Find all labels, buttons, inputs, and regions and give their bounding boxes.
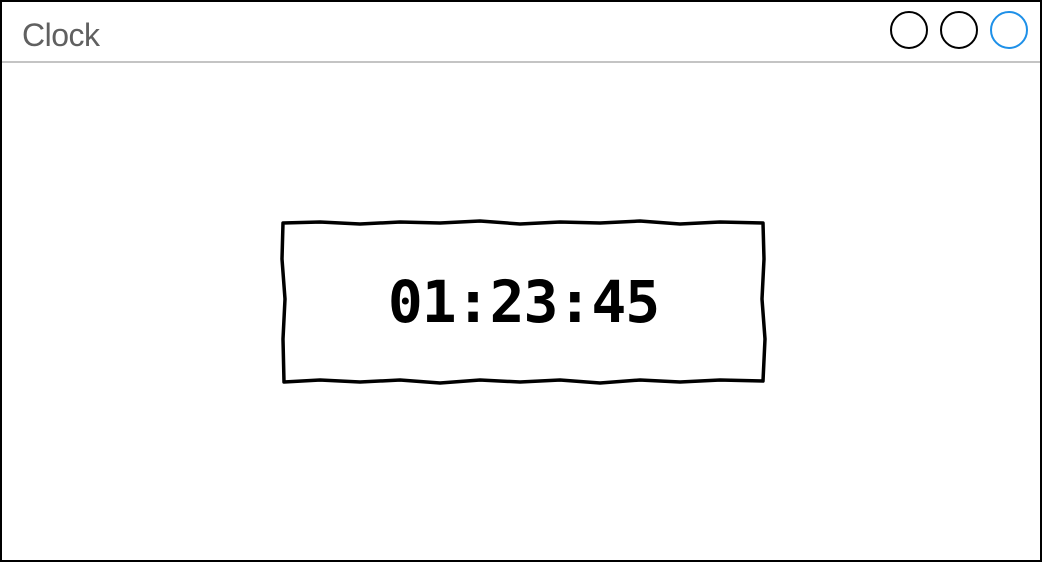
clock-display: 01:23:45 <box>280 219 767 385</box>
minimize-button[interactable] <box>890 11 928 49</box>
maximize-button[interactable] <box>940 11 978 49</box>
close-button[interactable] <box>990 11 1028 49</box>
main-content: 01:23:45 <box>2 63 1040 560</box>
title-bar: Clock <box>2 2 1040 63</box>
window-title: Clock <box>22 17 100 53</box>
clock-display-frame <box>280 219 767 385</box>
clock-time-text: 01:23:45 <box>387 268 660 336</box>
